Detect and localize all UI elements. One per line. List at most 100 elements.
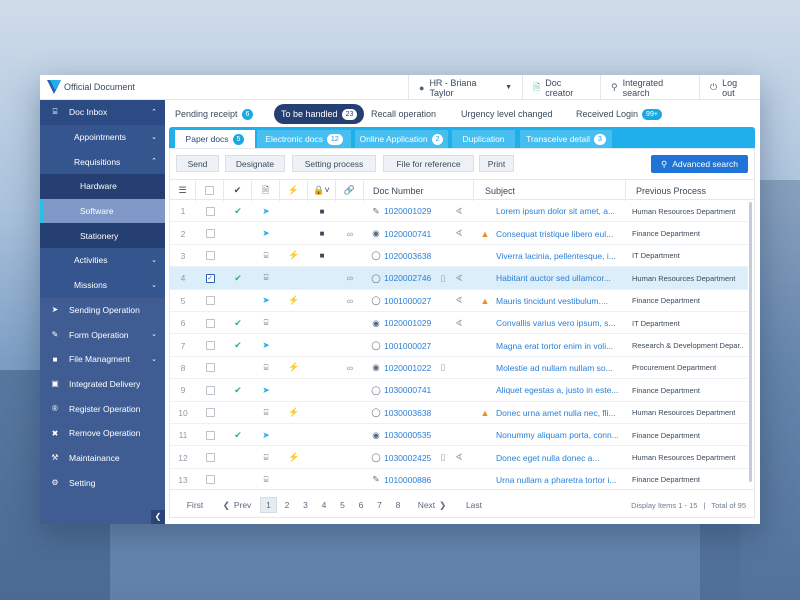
sidebar-item-stationery[interactable]: Stationery [40,223,165,249]
doc-tab-2[interactable]: Electronic docs 12 [257,130,351,148]
row-checkbox[interactable] [196,334,224,356]
row-checkbox[interactable]: ✓ [205,273,215,283]
row-checkbox[interactable] [196,402,224,424]
doc-number-link[interactable]: 1001000027 [384,340,432,351]
sidebar-item-doc-inbox[interactable]: ⌸ Doc Inbox ⌃ [40,100,165,125]
subject-link[interactable]: Nonummy aliquam porta, conn... [496,430,618,441]
doc-number-link[interactable]: 1020001029 [384,318,432,329]
row-checkbox[interactable] [196,200,224,222]
toolbar-button-designate[interactable]: Designate [225,155,285,172]
doc-number-link[interactable]: 1020001029 [384,206,432,217]
last-page-link[interactable]: Last [465,500,483,510]
doc-tab-1[interactable]: Paper docs 5 [175,130,255,148]
doc-number-link[interactable]: 1030002425 [384,452,432,463]
sidebar-item-file-managment[interactable]: ■ File Managment ⌄ [40,347,165,372]
table-row[interactable]: 3 ⌸ ⚡ ■ ◯ 1020003638 Viverra lacinia, pellente… [170,245,748,268]
advanced-search-button[interactable]: ⚲ Advanced search [651,155,748,173]
paperclip-icon[interactable]: ∢ [455,452,463,463]
page-number-7[interactable]: 7 [377,500,382,510]
sidebar-item-software[interactable]: Software [40,198,165,224]
prev-page-link[interactable]: ❮ Prev [220,497,254,513]
paperclip-icon[interactable]: ∢ [455,272,463,283]
row-checkbox[interactable] [196,469,224,489]
table-row[interactable]: 4 ✓ ✔ ⌸ ∞ ◯ 1020002746 ▯ ∢ Habitant auctor sed ul… [170,267,748,290]
subject-link[interactable]: Convallis varius vero ipsum, s... [496,318,616,329]
doc-number-link[interactable]: 1030003638 [384,407,432,418]
subject-link[interactable]: Aliquet egestas a, justo in este... [496,385,618,396]
row-checkbox[interactable] [196,379,224,401]
sidebar-item-setting[interactable]: ⚙ Setting [40,470,165,495]
table-row[interactable]: 1 ✔ ➤ ■ ✎ 1020001029 ∢ Lorem ipsum dolor sit am… [170,200,748,223]
status-tab-5[interactable]: Received Login 99+ [576,104,662,124]
row-checkbox[interactable] [196,290,224,312]
doc-tab-4[interactable]: Duplication [452,130,515,148]
sidebar-item-hardware[interactable]: Hardware [40,174,165,199]
table-row[interactable]: 6 ✔ ⌸ ◉ 1020001029 ∢ Convallis varius vero ips… [170,312,748,335]
subject-link[interactable]: Mauris tincidunt vestibulum.... [496,295,608,306]
subject-link[interactable]: Habitant auctor sed ullamcor... [496,273,611,284]
doc-creator-button[interactable]: 🗎 Doc creator [522,75,600,100]
status-tab-2[interactable]: To be handled 23 [274,104,365,124]
sidebar-item-sending-operation[interactable]: ➤ Sending Operation [40,298,165,323]
row-checkbox[interactable] [196,222,224,244]
sidebar-item-missions[interactable]: Missions ⌄ [40,272,165,298]
sidebar-item-integrated-delivery[interactable]: ▣ Integrated Delivery [40,372,165,397]
sidebar-item-maintainance[interactable]: ⚒ Maintainance [40,446,165,471]
doc-number-link[interactable]: 1020002746 [384,273,432,284]
integrated-search-button[interactable]: ⚲ Integrated search [600,75,699,100]
doc-number-link[interactable]: 1020000741 [384,228,432,239]
row-checkbox[interactable] [196,446,224,468]
page-number-6[interactable]: 6 [358,500,364,510]
page-number-8[interactable]: 8 [395,500,401,510]
status-tab-4[interactable]: Urgency level changed [461,104,553,124]
sort-list-icon[interactable]: ☰ [170,180,196,201]
paperclip-icon[interactable]: ∢ [455,228,463,239]
scrollbar[interactable] [749,202,752,482]
page-number-5[interactable]: 5 [340,500,345,510]
table-row[interactable]: 13 ⌸ ✎ 1010000886 Urna nullam a pharetra tor… [170,469,748,489]
doc-number-link[interactable]: 1010000886 [384,474,432,485]
doc-number-header[interactable]: Doc Number [364,180,474,201]
toolbar-button-send[interactable]: Send [176,155,219,172]
doc-number-link[interactable]: 1030000741 [384,385,432,396]
paperclip-icon[interactable]: ∢ [455,295,463,306]
status-tab-3[interactable]: Recall operation [371,104,436,124]
subject-link[interactable]: Consequat tristique libero eul... [496,228,614,239]
toolbar-button-setting-process[interactable]: Setting process [292,155,376,172]
doc-number-link[interactable]: 1001000027 [384,295,432,306]
table-row[interactable]: 2 ➤ ■ ∞ ◉ 1020000741 ∢ ▲ Consequat tristique lib… [170,222,748,245]
subject-link[interactable]: Urna nullam a pharetra tortor i... [496,474,617,485]
collapse-sidebar-button[interactable]: ❮ [151,510,165,524]
doc-tab-5[interactable]: Transceive detail 3 [520,130,612,148]
subject-link[interactable]: Magna erat tortor enim in voli... [496,340,614,351]
first-page-link[interactable]: First [186,500,204,510]
paperclip-icon[interactable]: ∢ [455,317,463,328]
subject-link[interactable]: Molestie ad nullam nullam so... [496,362,613,373]
table-row[interactable]: 10 ⌸ ⚡ ◯ 1030003638 ▲ Donec urna amet nulla ne… [170,402,748,424]
subject-header[interactable]: Subject [474,180,626,201]
lock-header-icon[interactable]: 🔒˅ [308,180,336,201]
subject-link[interactable]: Donec eget nulla donec a... [496,452,600,463]
page-number-1[interactable]: 1 [260,497,277,513]
status-tab-1[interactable]: Pending receipt 6 [175,104,254,124]
paperclip-icon[interactable]: ∢ [455,205,463,216]
doc-number-link[interactable]: 1020001022 [384,362,432,373]
sidebar-item-remove-operation[interactable]: ✖ Remove Operation [40,421,165,446]
row-checkbox[interactable] [196,424,224,446]
table-row[interactable]: 12 ⌸ ⚡ ◯ 1030002425 ▯ ∢ Donec eget nulla donec … [170,446,748,469]
user-menu[interactable]: ● HR - Briana Taylor ▼ [408,75,522,100]
sidebar-item-appointments[interactable]: Appointments ⌄ [40,124,165,150]
row-checkbox[interactable] [196,312,224,334]
table-row[interactable]: 11 ✔ ➤ ◉ 1030000535 Nonummy aliquam porta, co… [170,424,748,447]
doc-number-link[interactable]: 1030000535 [384,430,432,441]
row-checkbox[interactable] [196,357,224,379]
next-page-link[interactable]: Next ❯ [415,497,449,513]
logout-button[interactable]: ⏻ Log out [699,75,760,100]
page-number-3[interactable]: 3 [303,500,308,510]
previous-process-header[interactable]: Previous Process [636,185,707,196]
table-row[interactable]: 9 ✔ ➤ ◯ 1030000741 Aliquet egestas a, justo i… [170,379,748,402]
toolbar-button-print[interactable]: Print [479,155,514,172]
table-row[interactable]: 8 ⌸ ⚡ ∞ ◉ 1020001022 ▯ Molestie ad nullam nulla… [170,357,748,380]
table-row[interactable]: 7 ✔ ➤ ◯ 1001000027 Magna erat tortor enim in … [170,334,748,357]
subject-link[interactable]: Donec urna amet nulla nec, fli... [496,407,616,418]
